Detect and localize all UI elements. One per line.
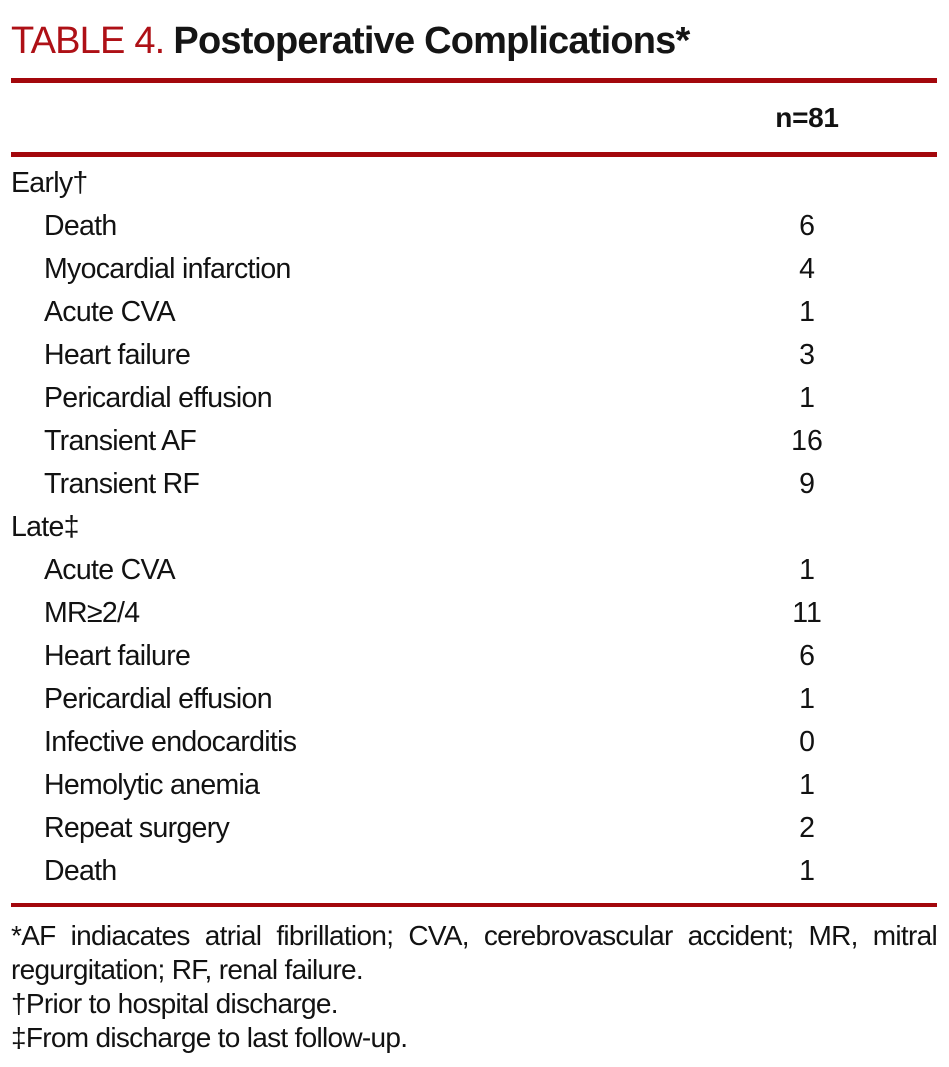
row-value: 2 — [799, 812, 815, 844]
table-row: Transient AF 16 — [11, 420, 937, 463]
row-value: 1 — [799, 855, 815, 887]
bottom-rule-divider — [11, 903, 937, 907]
footnotes-block: *AF indiacates atrial fibrillation; CVA,… — [11, 907, 938, 1055]
row-label: Pericardial effusion — [44, 382, 273, 414]
table-row: Myocardial infarction 4 — [11, 248, 937, 291]
row-label: Heart failure — [44, 339, 191, 371]
row-value: 1 — [799, 683, 815, 715]
row-label: Infective endocarditis — [44, 726, 297, 758]
section-header-row-early: Early† — [11, 162, 937, 205]
row-value: 4 — [799, 253, 815, 285]
row-label: MR≥2/4 — [44, 597, 140, 629]
row-value: 16 — [791, 425, 823, 457]
table-row: Repeat surgery 2 — [11, 807, 937, 850]
row-value: 1 — [799, 554, 815, 586]
table-row: Heart failure 6 — [11, 635, 937, 678]
count-header-value: n=81 — [775, 101, 839, 133]
row-label: Death — [44, 210, 117, 242]
row-label: Repeat surgery — [44, 812, 230, 844]
table-title-text: Postoperative Complications* — [173, 20, 690, 62]
section-header-label: Late‡ — [11, 511, 80, 543]
row-label: Death — [44, 855, 117, 887]
table-row: Death 6 — [11, 205, 937, 248]
row-value: 1 — [799, 296, 815, 328]
table-number-label: TABLE 4. — [11, 20, 165, 62]
row-label: Transient AF — [44, 425, 197, 457]
table-row: Pericardial effusion 1 — [11, 678, 937, 721]
table-row: Pericardial effusion 1 — [11, 377, 937, 420]
top-rule-divider — [11, 78, 937, 83]
row-value: 1 — [799, 769, 815, 801]
table-body: Early† Death 6 Myocardial infarction 4 A… — [11, 157, 937, 902]
footnote-dagger: †Prior to hospital discharge. — [11, 988, 338, 1019]
table-row: Heart failure 3 — [11, 334, 937, 377]
table-row: Acute CVA 1 — [11, 549, 937, 592]
row-value: 6 — [799, 640, 815, 672]
row-value: 9 — [799, 468, 815, 500]
table-row: Death 1 — [11, 850, 937, 893]
table-row: MR≥2/4 11 — [11, 592, 937, 635]
section-header-row-late: Late‡ — [11, 506, 937, 549]
table-row: Hemolytic anemia 1 — [11, 764, 937, 807]
row-value: 1 — [799, 382, 815, 414]
row-label: Hemolytic anemia — [44, 769, 260, 801]
row-label: Acute CVA — [44, 554, 176, 586]
row-value: 0 — [799, 726, 815, 758]
row-value: 6 — [799, 210, 815, 242]
footnote-double-dagger: ‡From discharge to last follow-up. — [11, 1022, 408, 1053]
table-row: Acute CVA 1 — [11, 291, 937, 334]
header-rule-divider — [11, 152, 937, 157]
row-label: Heart failure — [44, 640, 191, 672]
page-title: TABLE 4. Postoperative Complications* — [11, 20, 937, 62]
row-label: Pericardial effusion — [44, 683, 273, 715]
row-label: Myocardial infarction — [44, 253, 291, 285]
table-row: Infective endocarditis 0 — [11, 721, 937, 764]
column-header-row: n=81 — [11, 83, 937, 152]
row-label: Acute CVA — [44, 296, 176, 328]
row-label: Transient RF — [44, 468, 200, 500]
table-row: Transient RF 9 — [11, 463, 937, 506]
row-value: 11 — [792, 597, 822, 629]
row-value: 3 — [799, 339, 815, 371]
section-header-label: Early† — [11, 167, 88, 199]
footnote-abbreviations: *AF indiacates atrial fibrillation; CVA,… — [11, 920, 938, 985]
